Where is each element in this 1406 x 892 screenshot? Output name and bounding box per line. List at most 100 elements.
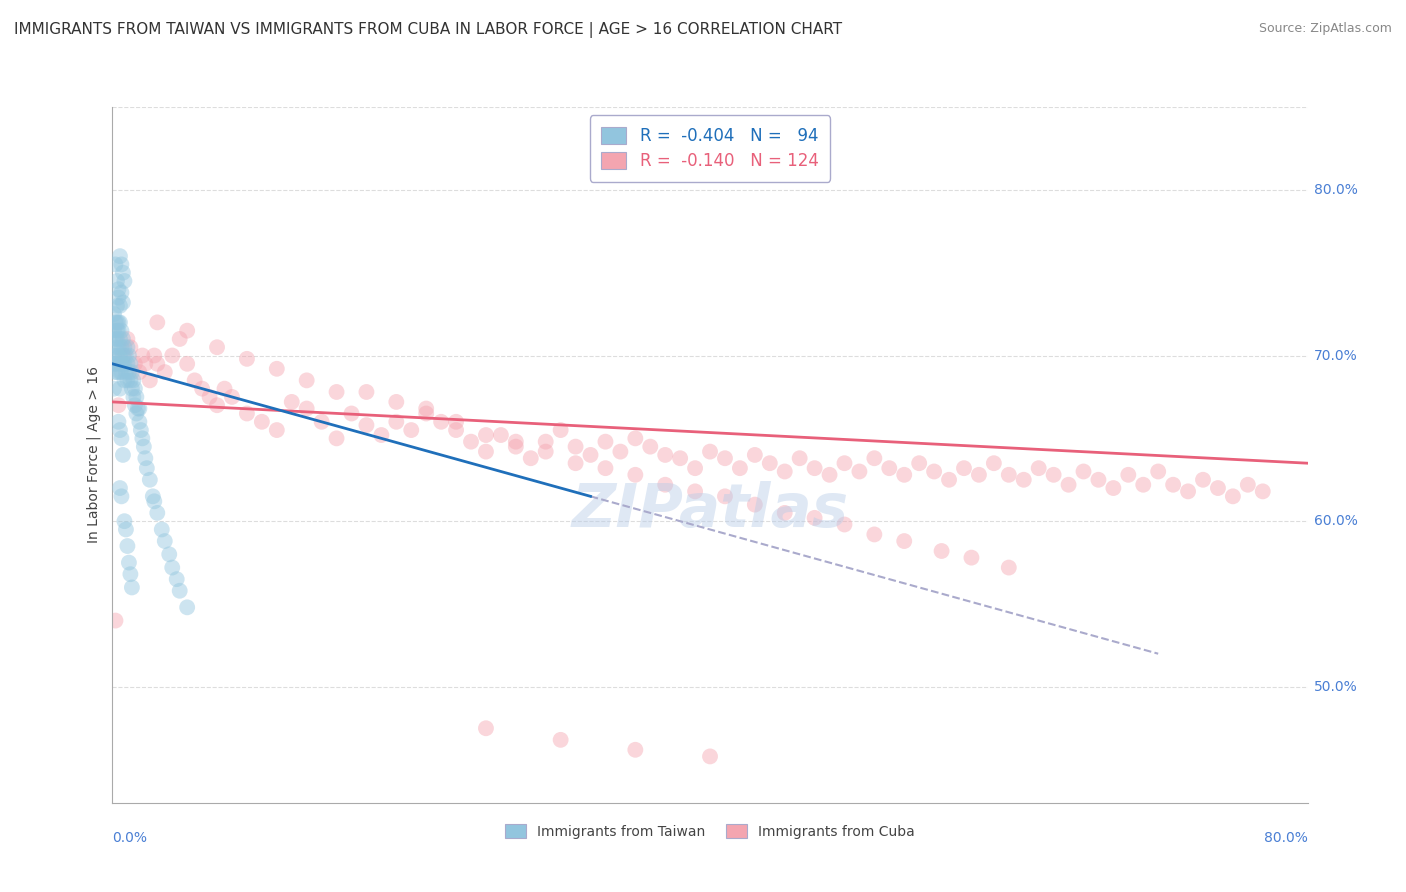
Point	[107, 415, 129, 429]
Point	[893, 467, 915, 482]
Point	[444, 423, 467, 437]
Point	[205, 398, 228, 412]
Point	[818, 467, 841, 482]
Point	[132, 440, 155, 454]
Point	[105, 324, 128, 338]
Point	[922, 465, 945, 479]
Point	[1087, 473, 1109, 487]
Point	[105, 349, 128, 363]
Point	[122, 373, 145, 387]
Point	[114, 373, 135, 387]
Point	[1251, 484, 1274, 499]
Point	[938, 473, 960, 487]
Point	[863, 451, 886, 466]
Point	[129, 423, 152, 437]
Point	[169, 583, 191, 598]
Point	[124, 398, 146, 412]
Point	[111, 332, 134, 346]
Point	[176, 324, 198, 338]
Point	[120, 373, 142, 387]
Point	[107, 357, 129, 371]
Point	[146, 506, 169, 520]
Point	[385, 395, 408, 409]
Point	[107, 291, 129, 305]
Point	[117, 539, 139, 553]
Point	[311, 415, 333, 429]
Point	[108, 365, 131, 379]
Point	[125, 407, 148, 421]
Point	[475, 444, 498, 458]
Point	[118, 556, 141, 570]
Point	[103, 307, 125, 321]
Point	[176, 357, 198, 371]
Point	[1161, 477, 1184, 491]
Point	[356, 418, 378, 433]
Point	[114, 349, 135, 363]
Point	[108, 349, 131, 363]
Point	[1147, 465, 1170, 479]
Point	[110, 489, 132, 503]
Point	[153, 534, 176, 549]
Point	[460, 434, 482, 449]
Point	[118, 349, 141, 363]
Point	[105, 365, 128, 379]
Point	[176, 600, 198, 615]
Point	[266, 423, 288, 437]
Point	[489, 428, 512, 442]
Point	[534, 444, 557, 458]
Point	[110, 365, 132, 379]
Point	[221, 390, 243, 404]
Point	[967, 467, 990, 482]
Point	[127, 401, 149, 416]
Point	[115, 523, 138, 537]
Point	[108, 423, 131, 437]
Point	[370, 428, 392, 442]
Point	[744, 498, 766, 512]
Point	[191, 382, 214, 396]
Point	[266, 361, 288, 376]
Point	[128, 365, 150, 379]
Point	[848, 465, 870, 479]
Point	[134, 357, 156, 371]
Point	[534, 434, 557, 449]
Text: 70.0%: 70.0%	[1313, 349, 1357, 362]
Point	[103, 349, 125, 363]
Point	[121, 382, 143, 396]
Point	[121, 581, 143, 595]
Point	[118, 365, 141, 379]
Point	[759, 456, 782, 470]
Point	[953, 461, 976, 475]
Point	[120, 357, 142, 371]
Point	[931, 544, 953, 558]
Point	[444, 415, 467, 429]
Point	[107, 282, 129, 296]
Point	[183, 373, 205, 387]
Point	[654, 477, 676, 491]
Point	[107, 398, 129, 412]
Point	[124, 357, 146, 371]
Point	[1237, 477, 1260, 491]
Point	[139, 473, 162, 487]
Point	[505, 434, 527, 449]
Point	[122, 390, 145, 404]
Point	[169, 332, 191, 346]
Point	[114, 340, 135, 354]
Point	[654, 448, 676, 462]
Point	[1206, 481, 1229, 495]
Point	[117, 357, 139, 371]
Point	[564, 456, 586, 470]
Point	[998, 560, 1021, 574]
Point	[699, 444, 721, 458]
Point	[120, 340, 142, 354]
Point	[520, 451, 543, 466]
Point	[108, 481, 131, 495]
Point	[214, 382, 236, 396]
Point	[415, 407, 437, 421]
Text: ZIPatlas: ZIPatlas	[571, 481, 849, 540]
Point	[699, 749, 721, 764]
Point	[834, 456, 856, 470]
Point	[893, 534, 915, 549]
Point	[157, 547, 180, 561]
Point	[295, 373, 318, 387]
Point	[131, 349, 153, 363]
